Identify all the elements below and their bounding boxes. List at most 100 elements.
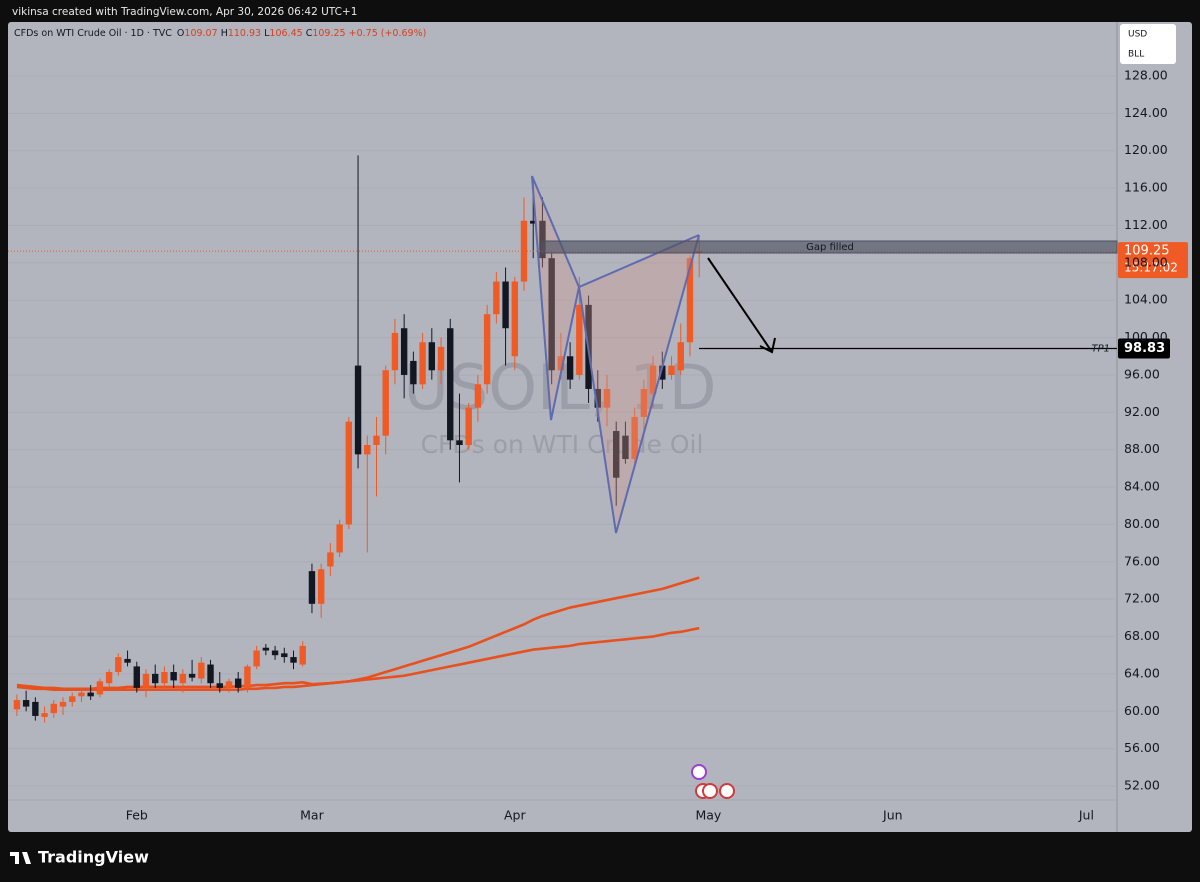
candle-body bbox=[32, 701, 39, 716]
candle-body bbox=[437, 346, 445, 371]
candle-body bbox=[41, 713, 48, 717]
gap-box bbox=[540, 240, 1118, 254]
candle-body bbox=[539, 220, 546, 259]
legend-key: H bbox=[221, 28, 228, 39]
candle-body bbox=[576, 304, 583, 375]
tp1-tag bbox=[1118, 338, 1170, 359]
candle-body bbox=[631, 416, 638, 460]
legend-value: 109.25 bbox=[312, 28, 345, 39]
candle-body bbox=[373, 435, 380, 446]
event-icons bbox=[691, 764, 735, 799]
candle-body bbox=[225, 681, 233, 688]
candle-body bbox=[456, 440, 463, 446]
candle-body bbox=[271, 650, 279, 656]
y-tick-label: 92.00 bbox=[1124, 404, 1160, 419]
unit: BLL bbox=[1128, 50, 1144, 60]
y-tick-label: 80.00 bbox=[1124, 516, 1160, 531]
legend: CFDs on WTI Crude Oil · 1D · TVC O109.07… bbox=[14, 28, 426, 39]
x-tick-label: Jun bbox=[882, 808, 903, 823]
candle-body bbox=[69, 696, 76, 702]
candle-body bbox=[78, 692, 85, 697]
candle-body bbox=[354, 365, 362, 455]
candle-body bbox=[364, 445, 371, 455]
harmonic-pattern bbox=[531, 175, 700, 534]
countdown-label: 15:17:02 bbox=[1124, 261, 1178, 275]
candle-body bbox=[253, 650, 260, 667]
candle-body bbox=[179, 673, 187, 684]
pattern-fill bbox=[532, 176, 579, 420]
logo-part bbox=[10, 852, 19, 856]
candle-body bbox=[198, 662, 205, 679]
legend-key: L bbox=[264, 28, 270, 39]
tp1-label: TP1 bbox=[1091, 344, 1110, 355]
y-tick-label: 116.00 bbox=[1124, 180, 1168, 195]
footer-logo bbox=[10, 852, 31, 864]
candle-body bbox=[281, 653, 288, 658]
candle-body bbox=[22, 700, 30, 707]
candle-body bbox=[548, 258, 555, 371]
candle-body bbox=[686, 258, 694, 343]
candle-body bbox=[677, 342, 684, 371]
legend-change: +0.75 (+0.69%) bbox=[349, 28, 427, 39]
overlay: 109.25 15:17:02 TP1 98.83 bbox=[699, 242, 1188, 359]
y-tick-label: 68.00 bbox=[1124, 628, 1160, 643]
candle-body bbox=[410, 360, 417, 385]
candle-body bbox=[96, 681, 104, 695]
candle-body bbox=[336, 524, 343, 553]
legend-key: O bbox=[177, 28, 184, 39]
legend-value: 110.93 bbox=[228, 28, 261, 39]
y-tick-label: 108.00 bbox=[1124, 254, 1168, 269]
x-tick-label: Feb bbox=[126, 808, 148, 823]
pattern-fill bbox=[579, 235, 699, 533]
y-tick-label: 96.00 bbox=[1124, 366, 1160, 381]
gap-label: Gap filled bbox=[806, 242, 854, 253]
y-tick-label: 88.00 bbox=[1124, 441, 1160, 456]
event-flag bbox=[702, 783, 718, 799]
x-tick-label: Apr bbox=[504, 808, 526, 823]
y-tick-label: 84.00 bbox=[1124, 479, 1160, 494]
candle-body bbox=[59, 701, 67, 707]
candle-body bbox=[382, 370, 389, 436]
candle-body bbox=[244, 666, 251, 688]
y-tick-label: 112.00 bbox=[1124, 217, 1168, 232]
candle-body bbox=[428, 342, 436, 371]
candle-body bbox=[603, 388, 611, 408]
grid bbox=[8, 75, 1117, 787]
candle-body bbox=[493, 281, 500, 315]
candle-body bbox=[105, 672, 113, 684]
candle-body bbox=[327, 552, 334, 567]
candle-body bbox=[659, 365, 666, 380]
candle-body bbox=[124, 658, 131, 663]
legend-value: 109.07 bbox=[184, 28, 217, 39]
y-tick-label: 100.00 bbox=[1124, 329, 1168, 344]
y-tick-label: 64.00 bbox=[1124, 665, 1160, 680]
header-text: vikinsa created with TradingView.com, Ap… bbox=[12, 6, 357, 18]
y-tick-label: 72.00 bbox=[1124, 591, 1160, 606]
candle-body bbox=[613, 430, 620, 478]
candle-body bbox=[400, 328, 408, 375]
candle-body bbox=[161, 672, 168, 684]
candle-body bbox=[290, 657, 297, 663]
footer-brand: TradingView bbox=[38, 848, 149, 867]
candle-body bbox=[594, 388, 601, 408]
legend-symbol: CFDs on WTI Crude Oil · 1D · TVC bbox=[14, 28, 172, 39]
logo-part bbox=[15, 852, 19, 864]
event-flag bbox=[719, 783, 735, 799]
candle-body bbox=[262, 647, 270, 651]
last-price-tag bbox=[1118, 242, 1188, 279]
candle-body bbox=[530, 220, 537, 224]
x-tick-label: May bbox=[695, 808, 721, 823]
candle-body bbox=[640, 388, 648, 417]
logo-part bbox=[22, 852, 31, 864]
candle-body bbox=[188, 673, 196, 678]
currency: USD bbox=[1128, 30, 1147, 40]
candle-body bbox=[170, 672, 177, 681]
y-tick-label: 60.00 bbox=[1124, 703, 1160, 718]
y-tick-label: 52.00 bbox=[1124, 777, 1160, 792]
legend-key: C bbox=[306, 28, 313, 39]
unit-box bbox=[1120, 24, 1176, 64]
candle-body bbox=[152, 673, 159, 684]
event-icon bbox=[691, 764, 707, 780]
